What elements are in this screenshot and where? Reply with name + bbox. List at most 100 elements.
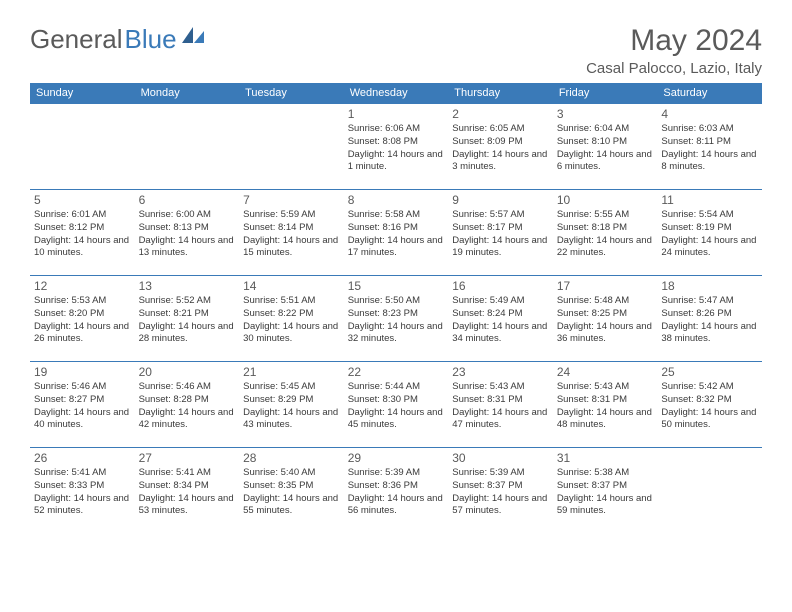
- day-info: Sunrise: 5:38 AMSunset: 8:37 PMDaylight:…: [557, 467, 654, 518]
- day-number: 13: [139, 279, 236, 293]
- day-info: Sunrise: 5:57 AMSunset: 8:17 PMDaylight:…: [452, 209, 549, 260]
- calendar-cell: 8 Sunrise: 5:58 AMSunset: 8:16 PMDaylight…: [344, 190, 449, 276]
- day-info: Sunrise: 5:58 AMSunset: 8:16 PMDaylight:…: [348, 209, 445, 260]
- calendar-cell: 29 Sunrise: 5:39 AMSunset: 8:36 PMDayligh…: [344, 448, 449, 534]
- day-number: 17: [557, 279, 654, 293]
- day-number: 2: [452, 107, 549, 121]
- dow-monday: Monday: [135, 83, 240, 104]
- calendar-cell: 30Sunrise: 5:39 AMSunset: 8:37 PMDayligh…: [448, 448, 553, 534]
- day-info: Sunrise: 6:01 AMSunset: 8:12 PMDaylight:…: [34, 209, 131, 260]
- brand-part2: Blue: [125, 24, 177, 55]
- dow-saturday: Saturday: [657, 83, 762, 104]
- day-number: 9: [452, 193, 549, 207]
- calendar-cell: 9 Sunrise: 5:57 AMSunset: 8:17 PMDaylight…: [448, 190, 553, 276]
- day-info: Sunrise: 5:51 AMSunset: 8:22 PMDaylight:…: [243, 295, 340, 346]
- calendar-cell: 23 Sunrise: 5:43 AMSunset: 8:31 PMDayligh…: [448, 362, 553, 448]
- calendar-table: Sunday Monday Tuesday Wednesday Thursday…: [30, 83, 762, 534]
- calendar-body: 1 Sunrise: 6:06 AMSunset: 8:08 PMDaylight…: [30, 104, 762, 534]
- day-number: 22: [348, 365, 445, 379]
- day-number: 11: [661, 193, 758, 207]
- calendar-cell: 15 Sunrise: 5:50 AMSunset: 8:23 PMDayligh…: [344, 276, 449, 362]
- day-number: 27: [139, 451, 236, 465]
- day-info: Sunrise: 6:04 AMSunset: 8:10 PMDaylight:…: [557, 123, 654, 174]
- dow-thursday: Thursday: [448, 83, 553, 104]
- calendar-cell: 14 Sunrise: 5:51 AMSunset: 8:22 PMDayligh…: [239, 276, 344, 362]
- day-info: Sunrise: 5:49 AMSunset: 8:24 PMDaylight:…: [452, 295, 549, 346]
- brand-logo: GeneralBlue: [30, 24, 204, 55]
- calendar-cell: 28Sunrise: 5:40 AMSunset: 8:35 PMDayligh…: [239, 448, 344, 534]
- day-number: 12: [34, 279, 131, 293]
- day-number: 18: [661, 279, 758, 293]
- day-info: Sunrise: 5:54 AMSunset: 8:19 PMDaylight:…: [661, 209, 758, 260]
- day-number: 23: [452, 365, 549, 379]
- calendar-cell: 1 Sunrise: 6:06 AMSunset: 8:08 PMDaylight…: [344, 104, 449, 190]
- day-number: 1: [348, 107, 445, 121]
- day-number: 15: [348, 279, 445, 293]
- calendar-cell-empty: [657, 448, 762, 534]
- day-info: Sunrise: 5:46 AMSunset: 8:28 PMDaylight:…: [139, 381, 236, 432]
- day-number: 31: [557, 451, 654, 465]
- day-number: 16: [452, 279, 549, 293]
- calendar-cell-empty: [239, 104, 344, 190]
- dow-friday: Friday: [553, 83, 658, 104]
- calendar-week-row: 19 Sunrise: 5:46 AMSunset: 8:27 PMDayligh…: [30, 362, 762, 448]
- calendar-cell: 26Sunrise: 5:41 AMSunset: 8:33 PMDayligh…: [30, 448, 135, 534]
- dow-tuesday: Tuesday: [239, 83, 344, 104]
- day-info: Sunrise: 5:44 AMSunset: 8:30 PMDaylight:…: [348, 381, 445, 432]
- day-info: Sunrise: 5:55 AMSunset: 8:18 PMDaylight:…: [557, 209, 654, 260]
- calendar-cell: 2 Sunrise: 6:05 AMSunset: 8:09 PMDaylight…: [448, 104, 553, 190]
- day-info: Sunrise: 5:39 AMSunset: 8:36 PMDaylight:…: [348, 467, 445, 518]
- calendar-cell: 16 Sunrise: 5:49 AMSunset: 8:24 PMDayligh…: [448, 276, 553, 362]
- calendar-cell: 31 Sunrise: 5:38 AMSunset: 8:37 PMDayligh…: [553, 448, 658, 534]
- day-info: Sunrise: 6:05 AMSunset: 8:09 PMDaylight:…: [452, 123, 549, 174]
- day-number: 19: [34, 365, 131, 379]
- calendar-cell: 27 Sunrise: 5:41 AMSunset: 8:34 PMDayligh…: [135, 448, 240, 534]
- calendar-week-row: 12 Sunrise: 5:53 AMSunset: 8:20 PMDayligh…: [30, 276, 762, 362]
- day-number: 4: [661, 107, 758, 121]
- day-number: 28: [243, 451, 340, 465]
- day-info: Sunrise: 5:41 AMSunset: 8:33 PMDaylight:…: [34, 467, 131, 518]
- location-subtitle: Casal Palocco, Lazio, Italy: [30, 60, 762, 77]
- day-info: Sunrise: 5:47 AMSunset: 8:26 PMDaylight:…: [661, 295, 758, 346]
- month-title: May 2024: [630, 24, 762, 58]
- dow-wednesday: Wednesday: [344, 83, 449, 104]
- calendar-cell: 12 Sunrise: 5:53 AMSunset: 8:20 PMDayligh…: [30, 276, 135, 362]
- day-info: Sunrise: 6:06 AMSunset: 8:08 PMDaylight:…: [348, 123, 445, 174]
- day-info: Sunrise: 5:59 AMSunset: 8:14 PMDaylight:…: [243, 209, 340, 260]
- calendar-cell: 19 Sunrise: 5:46 AMSunset: 8:27 PMDayligh…: [30, 362, 135, 448]
- calendar-cell: 21Sunrise: 5:45 AMSunset: 8:29 PMDayligh…: [239, 362, 344, 448]
- calendar-cell: 10Sunrise: 5:55 AMSunset: 8:18 PMDayligh…: [553, 190, 658, 276]
- calendar-week-row: 5Sunrise: 6:01 AMSunset: 8:12 PMDaylight…: [30, 190, 762, 276]
- calendar-cell-empty: [135, 104, 240, 190]
- calendar-cell: 20Sunrise: 5:46 AMSunset: 8:28 PMDayligh…: [135, 362, 240, 448]
- day-of-week-header: Sunday Monday Tuesday Wednesday Thursday…: [30, 83, 762, 104]
- day-info: Sunrise: 5:53 AMSunset: 8:20 PMDaylight:…: [34, 295, 131, 346]
- calendar-cell: 7 Sunrise: 5:59 AMSunset: 8:14 PMDaylight…: [239, 190, 344, 276]
- day-info: Sunrise: 5:48 AMSunset: 8:25 PMDaylight:…: [557, 295, 654, 346]
- day-number: 7: [243, 193, 340, 207]
- header: GeneralBlue May 2024: [30, 24, 762, 58]
- calendar-page: GeneralBlue May 2024 Casal Palocco, Lazi…: [0, 0, 792, 554]
- day-number: 25: [661, 365, 758, 379]
- dow-sunday: Sunday: [30, 83, 135, 104]
- day-number: 8: [348, 193, 445, 207]
- calendar-cell: 4Sunrise: 6:03 AMSunset: 8:11 PMDaylight…: [657, 104, 762, 190]
- logo-sail-icon: [182, 27, 204, 43]
- calendar-cell: 11 Sunrise: 5:54 AMSunset: 8:19 PMDayligh…: [657, 190, 762, 276]
- day-info: Sunrise: 5:43 AMSunset: 8:31 PMDaylight:…: [452, 381, 549, 432]
- calendar-cell: 13 Sunrise: 5:52 AMSunset: 8:21 PMDayligh…: [135, 276, 240, 362]
- calendar-cell: 6Sunrise: 6:00 AMSunset: 8:13 PMDaylight…: [135, 190, 240, 276]
- day-number: 14: [243, 279, 340, 293]
- day-number: 3: [557, 107, 654, 121]
- calendar-week-row: 1 Sunrise: 6:06 AMSunset: 8:08 PMDaylight…: [30, 104, 762, 190]
- day-number: 29: [348, 451, 445, 465]
- day-info: Sunrise: 5:43 AMSunset: 8:31 PMDaylight:…: [557, 381, 654, 432]
- calendar-cell: 3 Sunrise: 6:04 AMSunset: 8:10 PMDaylight…: [553, 104, 658, 190]
- day-info: Sunrise: 5:42 AMSunset: 8:32 PMDaylight:…: [661, 381, 758, 432]
- calendar-cell: 18 Sunrise: 5:47 AMSunset: 8:26 PMDayligh…: [657, 276, 762, 362]
- day-info: Sunrise: 5:41 AMSunset: 8:34 PMDaylight:…: [139, 467, 236, 518]
- day-info: Sunrise: 5:50 AMSunset: 8:23 PMDaylight:…: [348, 295, 445, 346]
- day-info: Sunrise: 5:52 AMSunset: 8:21 PMDaylight:…: [139, 295, 236, 346]
- day-info: Sunrise: 5:46 AMSunset: 8:27 PMDaylight:…: [34, 381, 131, 432]
- calendar-cell: 22 Sunrise: 5:44 AMSunset: 8:30 PMDayligh…: [344, 362, 449, 448]
